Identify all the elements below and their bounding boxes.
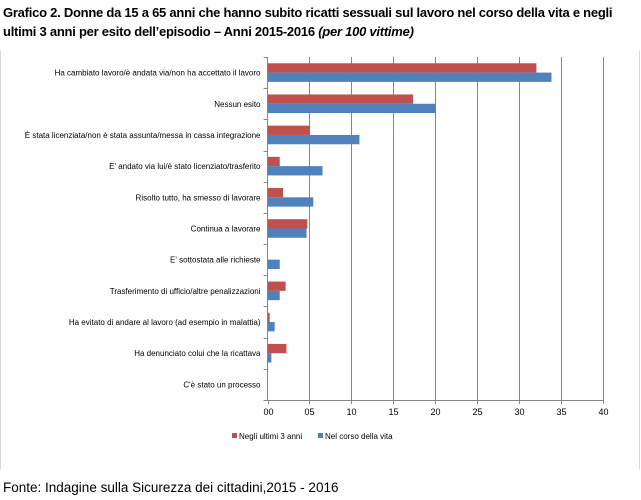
chart-title-unit: (per 100 vittime) (318, 24, 414, 39)
bar-corso-vita (268, 259, 280, 269)
category-label: Trasferimento di ufficio/altre penalizza… (110, 287, 261, 296)
legend-label: Nel corso della vita (325, 432, 393, 441)
bar-ultimi-3-anni (268, 281, 286, 291)
category-label: Continua a lavorare (191, 225, 261, 234)
bar-ultimi-3-anni (268, 219, 308, 229)
x-tick-label: 00 (263, 407, 273, 417)
category-label: Nessun esito (214, 100, 261, 109)
x-tick-label: 20 (430, 407, 440, 417)
bar-corso-vita (268, 72, 552, 82)
bar-ultimi-3-anni (268, 188, 284, 198)
bar-ultimi-3-anni (268, 156, 280, 167)
bar-corso-vita (268, 197, 314, 207)
legend-swatch (318, 433, 323, 438)
bar-corso-vita (268, 353, 272, 363)
x-tick-label: 25 (472, 407, 482, 417)
legend-label: Negli ultimi 3 anni (239, 432, 302, 441)
category-label: C'è stato un processo (183, 380, 261, 389)
bar-corso-vita (268, 322, 275, 332)
x-tick-label: 05 (304, 407, 314, 417)
bar-ultimi-3-anni (268, 63, 537, 73)
category-label: È stata licenziata/non è stata assunta/m… (25, 131, 261, 140)
category-label: Ha cambiato lavoro/è andata via/non ha a… (55, 69, 261, 78)
bar-corso-vita (268, 290, 280, 301)
category-label: E' andato via lui/è stato licenziato/tra… (109, 162, 261, 171)
category-label: Ha evitato di andare al lavoro (ad esemp… (69, 318, 261, 327)
legend-swatch (232, 433, 237, 438)
x-tick-label: 35 (556, 407, 566, 417)
bar-corso-vita (268, 228, 307, 238)
bar-corso-vita (268, 134, 360, 145)
x-tick-label: 15 (388, 407, 398, 417)
bar-ultimi-3-anni (268, 312, 270, 323)
source-note: Fonte: Indagine sulla Sicurezza dei citt… (3, 480, 339, 495)
x-tick-label: 30 (514, 407, 524, 417)
chart-frame (0, 50, 640, 470)
bar-corso-vita (268, 166, 323, 176)
category-label: Risolto tutto, ha smesso di lavorare (136, 193, 261, 202)
category-label: E' sottostata alle richieste (170, 256, 261, 265)
category-label: Ha denunciato colui che la ricattava (134, 349, 261, 358)
x-tick-label: 10 (346, 407, 356, 417)
bar-ultimi-3-anni (268, 343, 287, 354)
chart-title-main: Grafico 2. Donne da 15 a 65 anni che han… (3, 5, 613, 39)
bar-corso-vita (268, 103, 436, 114)
chart-title: Grafico 2. Donne da 15 a 65 anni che han… (3, 3, 639, 41)
x-tick-label: 40 (598, 407, 608, 417)
bar-ultimi-3-anni (268, 94, 414, 104)
bar-ultimi-3-anni (268, 125, 310, 135)
